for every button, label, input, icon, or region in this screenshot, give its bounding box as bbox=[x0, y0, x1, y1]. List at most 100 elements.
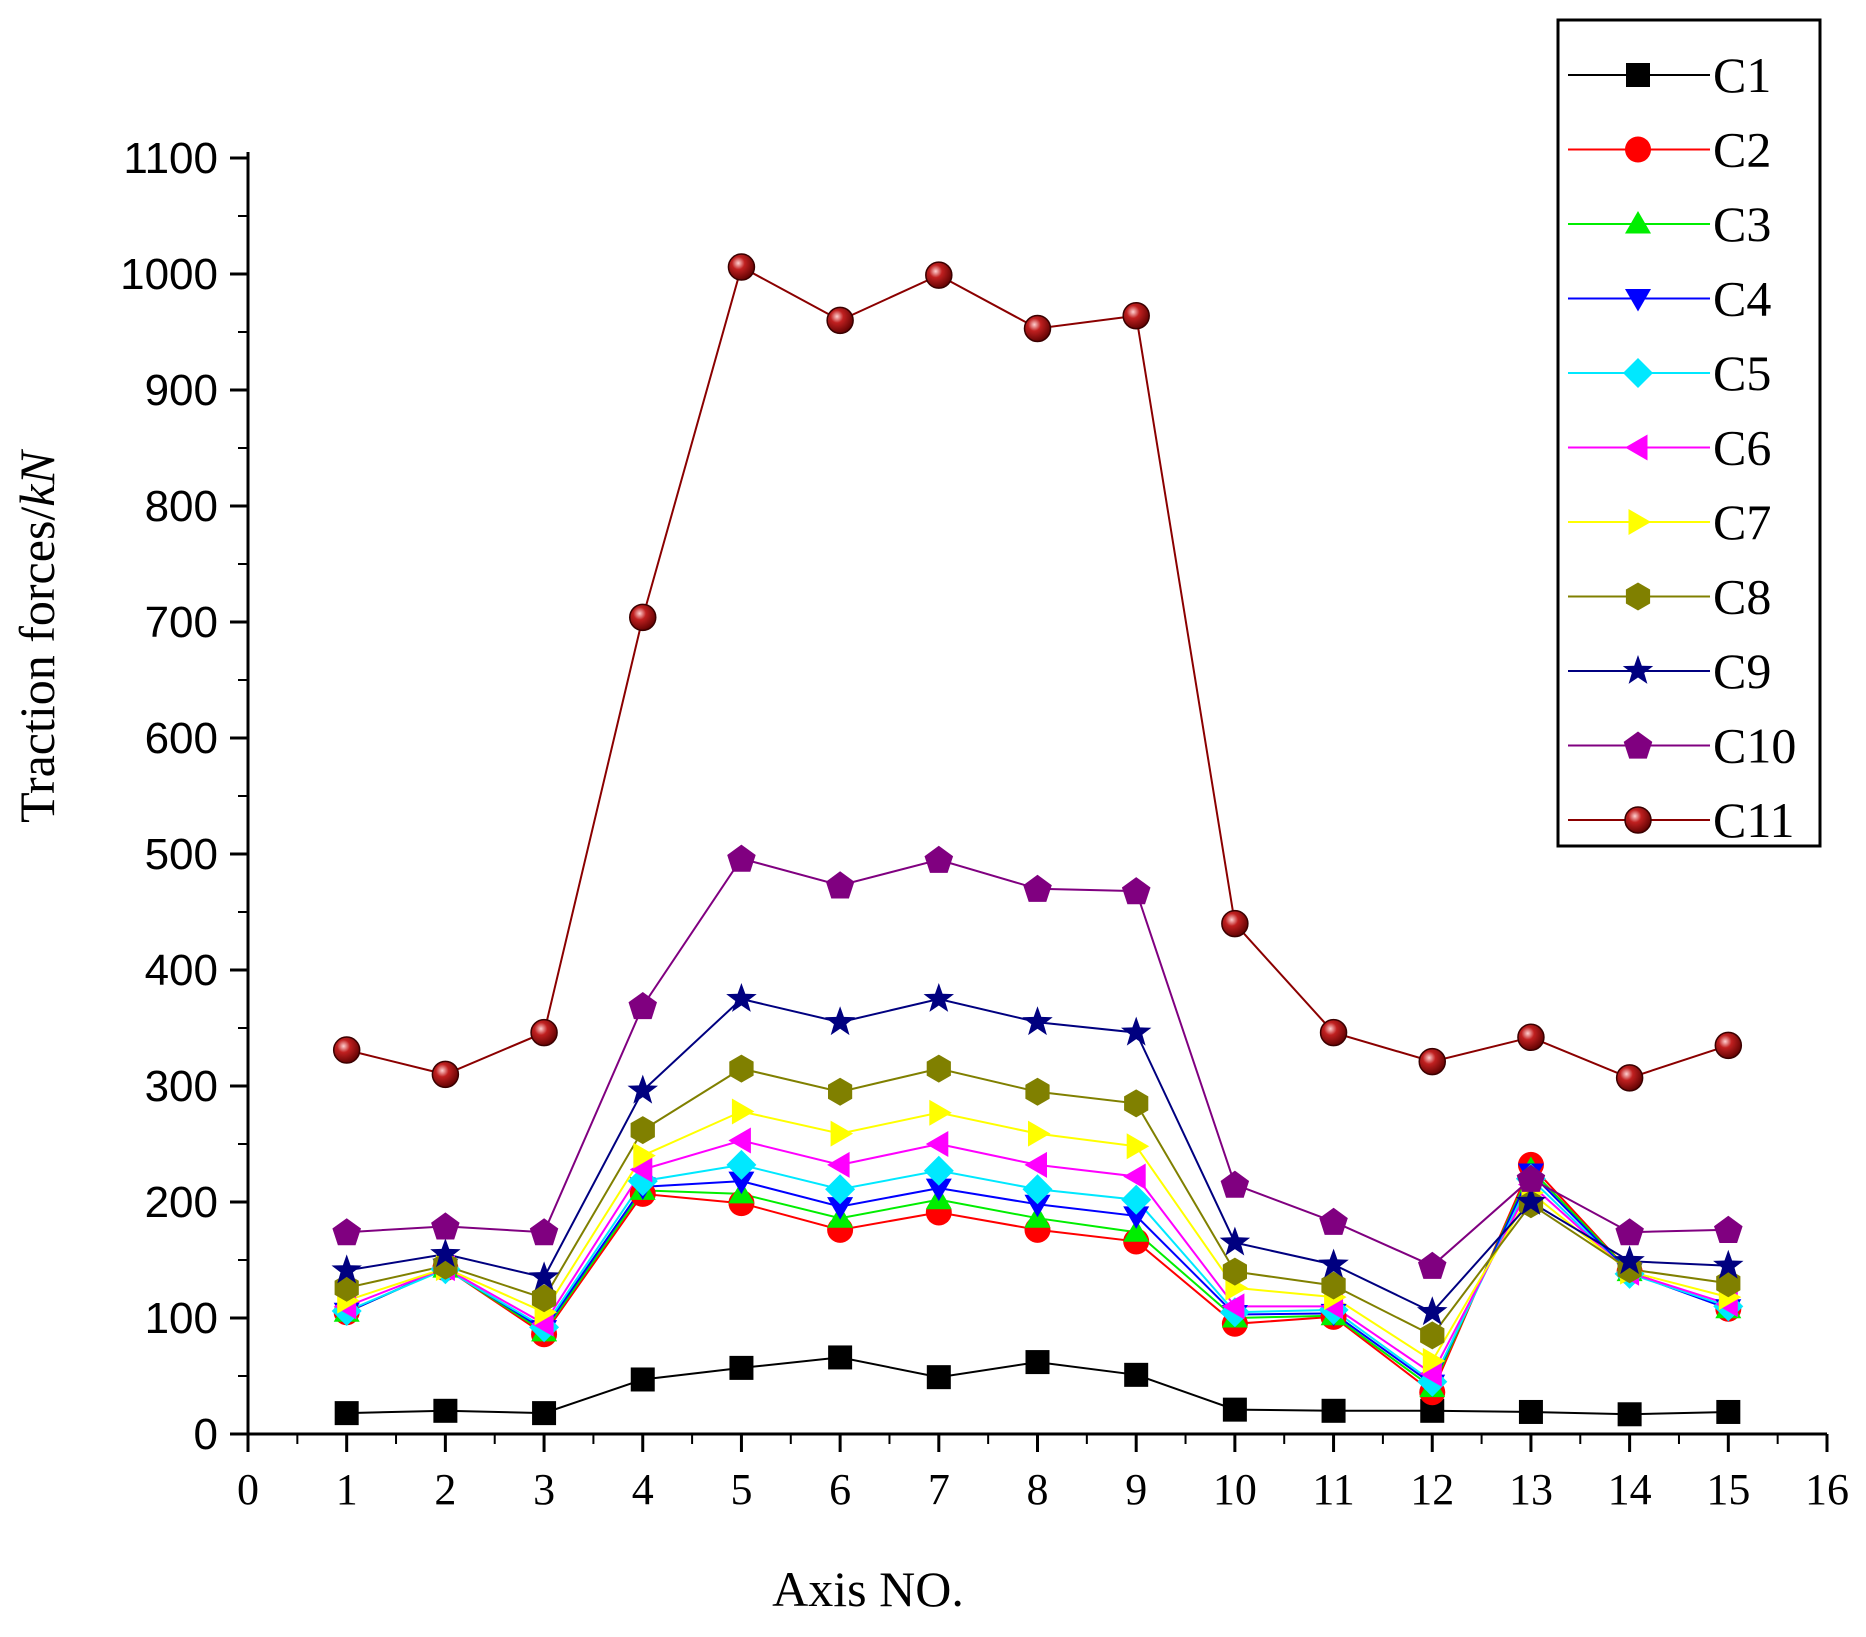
data-point-c1 bbox=[926, 1365, 951, 1390]
data-point-c1 bbox=[532, 1401, 557, 1426]
data-point-c11 bbox=[1615, 1064, 1644, 1092]
series-points-c10 bbox=[332, 844, 1743, 1279]
legend-marker-c6 bbox=[1625, 434, 1648, 461]
legend-label: C7 bbox=[1713, 494, 1771, 550]
y-tick-label: 400 bbox=[145, 946, 218, 995]
x-tick-label: 14 bbox=[1608, 1465, 1652, 1514]
data-point-c5 bbox=[825, 1174, 856, 1205]
legend-label: C6 bbox=[1713, 420, 1771, 476]
data-point-c10 bbox=[1418, 1251, 1447, 1279]
data-point-c9 bbox=[1219, 1226, 1251, 1256]
data-point-c4 bbox=[925, 1178, 952, 1202]
data-point-c7 bbox=[830, 1120, 854, 1147]
data-point-c11 bbox=[1221, 909, 1249, 938]
data-point-c1 bbox=[433, 1398, 458, 1423]
data-point-c4 bbox=[728, 1171, 755, 1195]
x-tick-label: 3 bbox=[533, 1465, 555, 1514]
data-point-c8 bbox=[1321, 1271, 1346, 1300]
x-tick-label: 10 bbox=[1213, 1465, 1257, 1514]
legend-label: C5 bbox=[1713, 345, 1771, 401]
data-point-c9 bbox=[1515, 1186, 1547, 1215]
data-point-c9 bbox=[627, 1074, 658, 1104]
x-tick-label: 12 bbox=[1410, 1465, 1454, 1514]
data-point-c9 bbox=[923, 983, 954, 1012]
data-point-c9 bbox=[1318, 1248, 1349, 1278]
data-point-c8 bbox=[828, 1077, 853, 1106]
data-point-c10 bbox=[924, 845, 954, 873]
data-point-c5 bbox=[1121, 1184, 1152, 1215]
data-point-c10 bbox=[1220, 1170, 1250, 1198]
data-point-c1 bbox=[1321, 1398, 1346, 1423]
x-tick-label: 2 bbox=[434, 1465, 456, 1514]
data-point-c10 bbox=[332, 1218, 361, 1246]
data-point-c8 bbox=[1222, 1257, 1247, 1286]
series-markers bbox=[331, 253, 1744, 1427]
data-point-c6 bbox=[827, 1151, 850, 1178]
data-point-c1 bbox=[1222, 1397, 1247, 1422]
data-point-c7 bbox=[1422, 1347, 1446, 1374]
data-point-c10 bbox=[1023, 874, 1052, 902]
legend-marker-c1 bbox=[1626, 63, 1650, 87]
legend-marker-c11 bbox=[1624, 806, 1652, 834]
data-point-c7 bbox=[1028, 1120, 1051, 1147]
data-point-c11 bbox=[1714, 1031, 1743, 1060]
legend-item-c11: C11 bbox=[1568, 792, 1795, 848]
legend-marker-c2 bbox=[1625, 136, 1651, 163]
legend-marker-c4 bbox=[1625, 289, 1651, 312]
legend-box bbox=[1556, 18, 1822, 848]
data-point-c4 bbox=[1024, 1194, 1051, 1218]
data-point-c5 bbox=[923, 1155, 954, 1186]
x-tick-label: 16 bbox=[1805, 1465, 1849, 1514]
data-point-c8 bbox=[630, 1116, 655, 1145]
legend-label: C4 bbox=[1713, 271, 1771, 327]
y-tick-label: 300 bbox=[145, 1062, 218, 1111]
legend-item-c2: C2 bbox=[1568, 122, 1771, 178]
x-axis-label: Axis NO. bbox=[772, 1561, 964, 1617]
data-point-c9 bbox=[1614, 1245, 1645, 1275]
legend-marker-c5 bbox=[1623, 358, 1653, 388]
data-point-c9 bbox=[1022, 1006, 1053, 1036]
data-point-c9 bbox=[1417, 1296, 1448, 1326]
x-tick-label: 7 bbox=[928, 1465, 950, 1514]
axes: 0 1 2 3 4 5 6 7 8 9 10 11 12 13 14 15 160100200300400500… bbox=[120, 134, 1849, 1514]
data-point-c10 bbox=[1714, 1215, 1743, 1243]
data-point-c10 bbox=[1121, 877, 1151, 905]
x-tick-label: 15 bbox=[1706, 1465, 1750, 1514]
y-tick-label: 800 bbox=[145, 482, 218, 531]
data-point-c10 bbox=[529, 1218, 559, 1246]
y-axis-label: Traction forces/kN bbox=[9, 449, 65, 823]
legend-marker-c8 bbox=[1625, 582, 1651, 611]
data-point-c1 bbox=[1025, 1350, 1050, 1375]
legend-item-c9: C9 bbox=[1568, 643, 1771, 699]
x-tick-label: 4 bbox=[632, 1465, 654, 1514]
legend-label: C11 bbox=[1713, 792, 1795, 848]
legend-marker-c10 bbox=[1623, 731, 1653, 759]
data-point-c11 bbox=[431, 1060, 460, 1089]
data-point-c6 bbox=[1123, 1163, 1146, 1190]
x-tick-label: 13 bbox=[1509, 1465, 1553, 1514]
y-tick-label: 1000 bbox=[120, 250, 218, 299]
data-point-c6 bbox=[1024, 1151, 1047, 1178]
data-point-c6 bbox=[925, 1131, 949, 1157]
data-point-c9 bbox=[528, 1261, 560, 1291]
x-tick-label: 11 bbox=[1312, 1465, 1354, 1514]
legend: C1 C2 C3 C4 C5 C6 C7 C8 C9 C10 C11 bbox=[1556, 18, 1822, 848]
data-point-c8 bbox=[531, 1284, 557, 1313]
data-point-c6 bbox=[1419, 1360, 1442, 1387]
data-point-c10 bbox=[825, 871, 855, 899]
data-point-c1 bbox=[334, 1401, 359, 1426]
data-point-c1 bbox=[1617, 1402, 1642, 1427]
legend-label: C3 bbox=[1713, 196, 1771, 252]
data-point-c9 bbox=[331, 1254, 362, 1284]
legend-item-c6: C6 bbox=[1568, 420, 1771, 476]
data-point-c9 bbox=[1121, 1016, 1152, 1046]
legend-item-c5: C5 bbox=[1568, 345, 1771, 401]
y-tick-label: 700 bbox=[145, 598, 218, 647]
legend-item-c10: C10 bbox=[1568, 718, 1796, 774]
data-point-c7 bbox=[1126, 1133, 1150, 1160]
data-point-c9 bbox=[824, 1006, 856, 1036]
legend-item-c3: C3 bbox=[1568, 196, 1771, 252]
y-axis-label-unit: kN bbox=[9, 449, 65, 507]
data-point-c10 bbox=[1319, 1207, 1348, 1235]
